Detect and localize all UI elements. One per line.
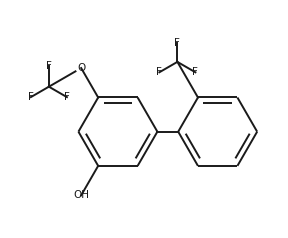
Text: O: O: [77, 63, 85, 73]
Text: F: F: [156, 67, 162, 77]
Text: F: F: [28, 92, 34, 102]
Text: F: F: [192, 67, 198, 77]
Text: F: F: [64, 92, 70, 102]
Text: F: F: [46, 61, 52, 71]
Text: F: F: [175, 38, 180, 48]
Text: OH: OH: [73, 190, 89, 200]
